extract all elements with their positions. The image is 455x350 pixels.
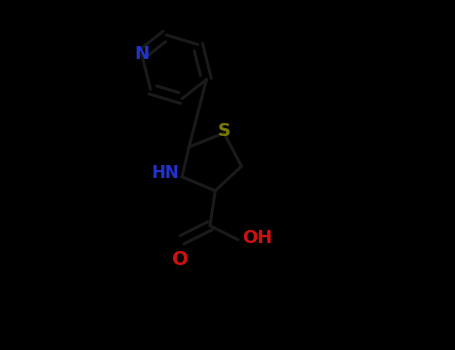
- Text: HN: HN: [152, 164, 179, 182]
- Text: N: N: [134, 45, 149, 63]
- Text: O: O: [172, 250, 188, 269]
- Text: S: S: [217, 122, 231, 140]
- Text: OH: OH: [242, 229, 273, 247]
